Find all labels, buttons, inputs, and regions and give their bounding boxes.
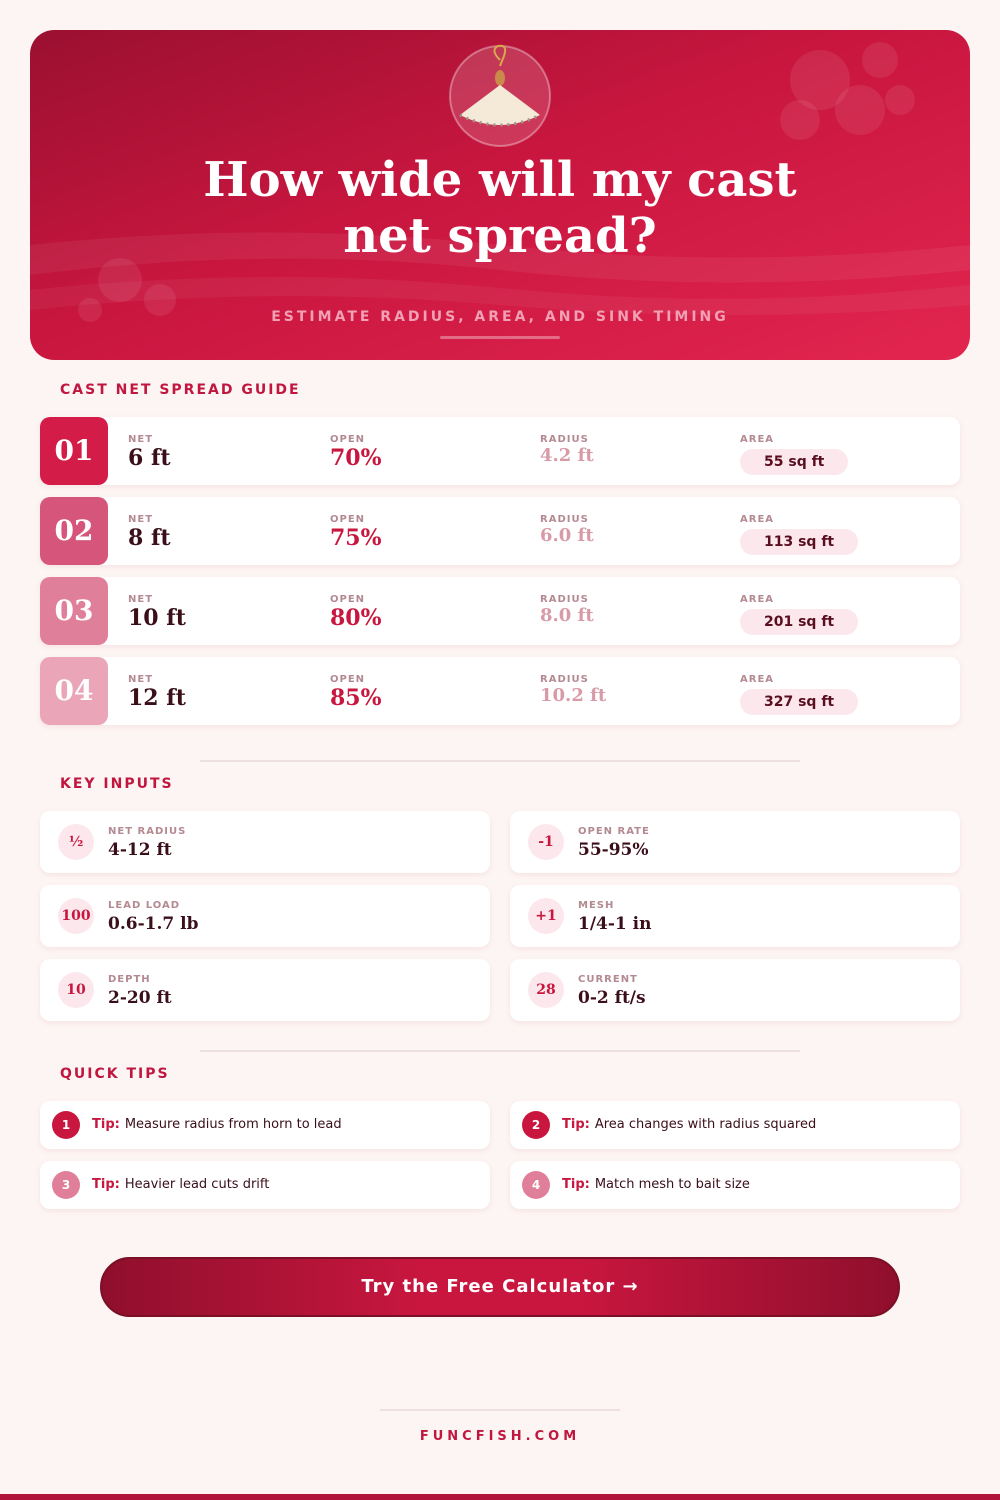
guide-row: 04 NET 12 ft OPEN 85% RADIUS 10.2 ft AREA 327 sq… — [40, 657, 960, 725]
tip-card: 4 Tip: Match mesh to bait size — [510, 1161, 960, 1209]
footer: FUNCFISH.COM — [419, 1429, 581, 1444]
guide-row: 02 NET 8 ft OPEN 75% RADIUS 6.0 ft AREA 113 sq f… — [40, 497, 960, 565]
column-label: NET — [128, 434, 154, 445]
tip-prefix: Tip: — [92, 1177, 120, 1192]
tip-line: Tip: Measure radius from horn to lead — [92, 1117, 342, 1132]
header: How wide will my cast net spread? ESTIMA… — [30, 30, 970, 360]
input-label: CURRENT — [578, 974, 638, 985]
column-label: OPEN — [330, 594, 366, 605]
column-label: RADIUS — [540, 594, 589, 605]
input-icon: 10 — [58, 972, 94, 1008]
tip-card: 3 Tip: Heavier lead cuts drift — [40, 1161, 490, 1209]
column-label: AREA — [740, 674, 775, 685]
input-card: ½ NET RADIUS 4-12 ft — [40, 811, 490, 873]
net-value: 12 ft — [128, 685, 186, 711]
tip-text: Match mesh to bait size — [594, 1177, 750, 1192]
input-card: +1 MESH 1/4-1 in — [510, 885, 960, 947]
input-icon: 100 — [58, 898, 94, 934]
tip-card: 1 Tip: Measure radius from horn to lead — [40, 1101, 490, 1149]
section-heading: CAST NET SPREAD GUIDE — [60, 382, 301, 398]
section-heading: QUICK TIPS — [60, 1066, 170, 1082]
subtitle-underline — [440, 336, 560, 339]
tip-number: 3 — [52, 1171, 80, 1199]
input-label: OPEN RATE — [578, 826, 650, 837]
input-card: -1 OPEN RATE 55-95% — [510, 811, 960, 873]
input-card: 10 DEPTH 2-20 ft — [40, 959, 490, 1021]
column-label: OPEN — [330, 514, 366, 525]
radius-value: 6.0 ft — [540, 525, 594, 546]
input-icon: 28 — [528, 972, 564, 1008]
column-label: OPEN — [330, 434, 366, 445]
section-heading: KEY INPUTS — [60, 776, 174, 792]
input-value: 4-12 ft — [108, 840, 172, 860]
area-pill: 55 sq ft — [740, 449, 849, 475]
area-pill: 113 sq ft — [740, 529, 859, 555]
tip-line: Tip: Area changes with radius squared — [562, 1117, 816, 1132]
column-label: NET — [128, 674, 154, 685]
tip-card: 2 Tip: Area changes with radius squared — [510, 1101, 960, 1149]
input-label: NET RADIUS — [108, 826, 187, 837]
input-card: 100 LEAD LOAD 0.6-1.7 lb — [40, 885, 490, 947]
column-label: AREA — [740, 514, 775, 525]
divider — [200, 760, 800, 762]
net-value: 10 ft — [128, 605, 186, 631]
tip-text: Area changes with radius squared — [594, 1117, 817, 1132]
tip-number: 2 — [522, 1111, 550, 1139]
input-label: LEAD LOAD — [108, 900, 181, 911]
net-value: 6 ft — [128, 445, 171, 471]
open-value: 80% — [330, 605, 382, 631]
input-icon: -1 — [528, 824, 564, 860]
tip-prefix: Tip: — [92, 1117, 120, 1132]
column-label: AREA — [740, 434, 775, 445]
row-number: 04 — [40, 657, 108, 725]
input-icon: +1 — [528, 898, 564, 934]
row-number: 02 — [40, 497, 108, 565]
input-value: 55-95% — [578, 840, 649, 860]
tip-text: Measure radius from horn to lead — [124, 1117, 342, 1132]
input-label: DEPTH — [108, 974, 151, 985]
tip-prefix: Tip: — [562, 1177, 590, 1192]
tip-number: 4 — [522, 1171, 550, 1199]
bottom-bar — [0, 1494, 1000, 1500]
title: How wide will my cast net spread? — [203, 152, 797, 264]
tip-line: Tip: Heavier lead cuts drift — [92, 1177, 269, 1192]
net-value: 8 ft — [128, 525, 171, 551]
tip-number: 1 — [52, 1111, 80, 1139]
open-value: 85% — [330, 685, 382, 711]
column-label: AREA — [740, 594, 775, 605]
radius-value: 8.0 ft — [540, 605, 594, 626]
footer-line — [380, 1409, 620, 1411]
input-card: 28 CURRENT 0-2 ft/s — [510, 959, 960, 1021]
input-icon: ½ — [58, 824, 94, 860]
radius-value: 4.2 ft — [540, 445, 594, 466]
column-label: OPEN — [330, 674, 366, 685]
column-label: RADIUS — [540, 674, 589, 685]
radius-value: 10.2 ft — [540, 685, 607, 706]
column-label: RADIUS — [540, 434, 589, 445]
open-value: 75% — [330, 525, 382, 551]
tip-prefix: Tip: — [562, 1117, 590, 1132]
guide-row: 03 NET 10 ft OPEN 80% RADIUS 8.0 ft AREA 201 sq … — [40, 577, 960, 645]
column-label: NET — [128, 594, 154, 605]
input-value: 2-20 ft — [108, 988, 172, 1008]
input-value: 0.6-1.7 lb — [108, 914, 199, 934]
area-pill: 327 sq ft — [740, 689, 859, 715]
tip-text: Heavier lead cuts drift — [124, 1177, 270, 1192]
input-value: 0-2 ft/s — [578, 988, 646, 1008]
row-number: 03 — [40, 577, 108, 645]
guide-row: 01 NET 6 ft OPEN 70% RADIUS 4.2 ft AREA 55 sq ft — [40, 417, 960, 485]
row-number: 01 — [40, 417, 108, 485]
column-label: RADIUS — [540, 514, 589, 525]
tip-line: Tip: Match mesh to bait size — [562, 1177, 750, 1192]
header-decoration — [30, 42, 970, 322]
divider — [200, 1050, 800, 1052]
input-value: 1/4-1 in — [578, 914, 652, 934]
cta-button[interactable]: Try the Free Calculator → — [100, 1257, 900, 1317]
input-label: MESH — [578, 900, 615, 911]
area-pill: 201 sq ft — [740, 609, 859, 635]
column-label: NET — [128, 514, 154, 525]
subtitle: ESTIMATE RADIUS, AREA, AND SINK TIMING — [271, 309, 729, 325]
open-value: 70% — [330, 445, 382, 471]
